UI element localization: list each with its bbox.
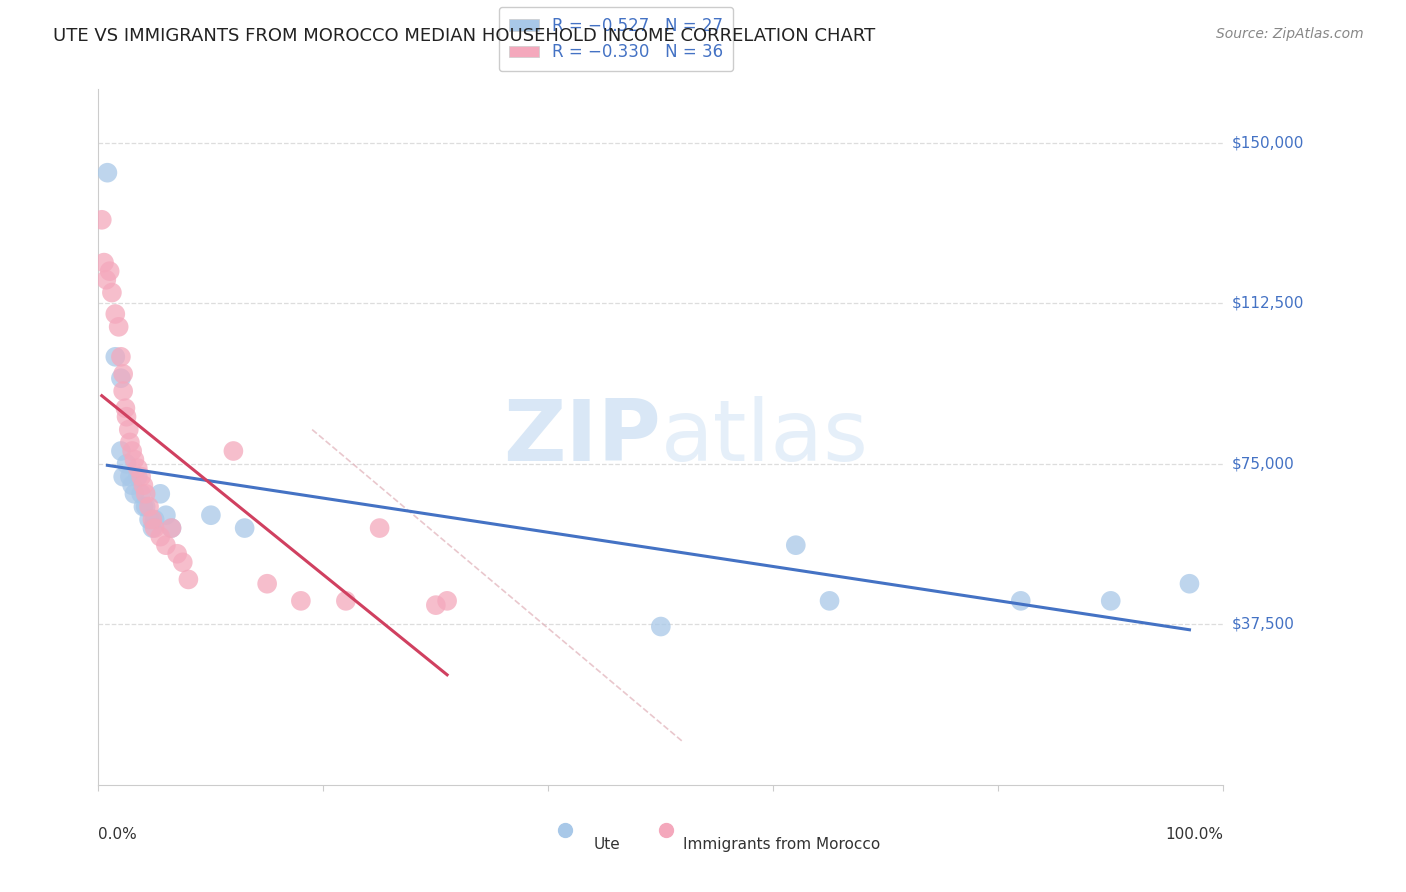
Point xyxy=(110,350,132,364)
Text: 100.0%: 100.0% xyxy=(1166,827,1223,842)
Text: $37,500: $37,500 xyxy=(1232,617,1295,632)
Point xyxy=(143,521,166,535)
Point xyxy=(112,469,135,483)
Point xyxy=(233,521,256,535)
Point xyxy=(222,444,245,458)
Text: $75,000: $75,000 xyxy=(1232,457,1295,471)
Point xyxy=(127,469,149,483)
Point xyxy=(172,555,194,569)
Text: Immigrants from Morocco: Immigrants from Morocco xyxy=(683,837,880,852)
Legend: R = −0.527   N = 27, R = −0.330   N = 36: R = −0.527 N = 27, R = −0.330 N = 36 xyxy=(499,7,733,71)
Point xyxy=(141,521,163,535)
Text: UTE VS IMMIGRANTS FROM MOROCCO MEDIAN HOUSEHOLD INCOME CORRELATION CHART: UTE VS IMMIGRANTS FROM MOROCCO MEDIAN HO… xyxy=(53,27,876,45)
Point xyxy=(124,487,146,501)
Point xyxy=(149,530,172,544)
Point xyxy=(554,778,576,792)
Point xyxy=(177,573,200,587)
Point xyxy=(141,512,163,526)
Point xyxy=(1099,594,1122,608)
Point xyxy=(129,469,152,483)
Point xyxy=(200,508,222,523)
Point xyxy=(135,500,157,514)
Point xyxy=(96,166,118,180)
Text: Ute: Ute xyxy=(593,837,620,852)
Point xyxy=(166,547,188,561)
Text: $150,000: $150,000 xyxy=(1232,136,1303,150)
Text: Source: ZipAtlas.com: Source: ZipAtlas.com xyxy=(1216,27,1364,41)
Point xyxy=(650,619,672,633)
Point xyxy=(785,538,807,552)
Point xyxy=(335,594,357,608)
Point xyxy=(104,350,127,364)
Point xyxy=(112,384,135,398)
Point xyxy=(155,538,177,552)
Point xyxy=(115,457,138,471)
Point xyxy=(118,423,141,437)
Point xyxy=(425,598,447,612)
Point xyxy=(101,285,124,300)
Point xyxy=(132,478,155,492)
Point xyxy=(160,521,183,535)
Point xyxy=(129,487,152,501)
Text: 0.0%: 0.0% xyxy=(98,827,138,842)
Point xyxy=(124,452,146,467)
Point xyxy=(96,273,118,287)
Point xyxy=(107,319,129,334)
Point xyxy=(114,401,136,416)
Point xyxy=(98,264,121,278)
Text: $112,500: $112,500 xyxy=(1232,296,1303,310)
Point xyxy=(121,478,143,492)
Point xyxy=(149,487,172,501)
Point xyxy=(118,469,141,483)
Point xyxy=(121,444,143,458)
Point xyxy=(112,367,135,381)
Point xyxy=(138,500,160,514)
Point xyxy=(118,435,141,450)
Point xyxy=(818,594,841,608)
Point xyxy=(256,576,278,591)
Point xyxy=(135,487,157,501)
Point xyxy=(160,521,183,535)
Point xyxy=(132,500,155,514)
Text: ZIP: ZIP xyxy=(503,395,661,479)
Point xyxy=(1010,594,1032,608)
Point xyxy=(90,212,112,227)
Point xyxy=(104,307,127,321)
Point xyxy=(110,371,132,385)
Point xyxy=(93,255,115,269)
Point xyxy=(127,461,149,475)
Point xyxy=(1178,576,1201,591)
Text: atlas: atlas xyxy=(661,395,869,479)
Point xyxy=(155,508,177,523)
Point xyxy=(436,594,458,608)
Point xyxy=(143,512,166,526)
Point xyxy=(110,444,132,458)
Point xyxy=(138,512,160,526)
Point xyxy=(655,778,678,792)
Point xyxy=(115,409,138,424)
Point xyxy=(290,594,312,608)
Point xyxy=(368,521,391,535)
